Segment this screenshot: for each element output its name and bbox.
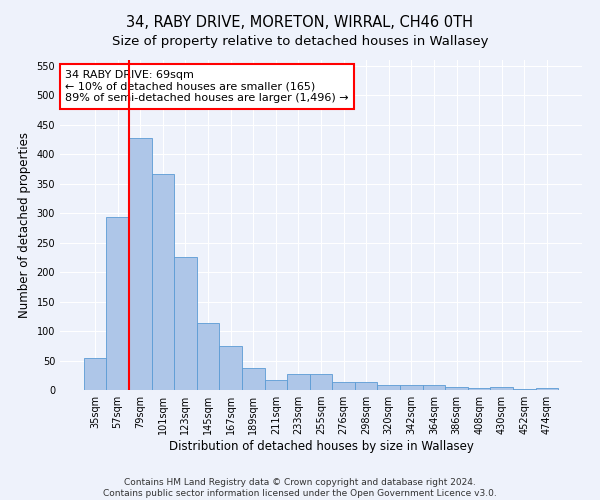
- Bar: [490, 387, 513, 390]
- Bar: [265, 380, 287, 390]
- Text: Contains HM Land Registry data © Crown copyright and database right 2024.
Contai: Contains HM Land Registry data © Crown c…: [103, 478, 497, 498]
- Bar: [242, 368, 265, 390]
- Bar: [400, 384, 422, 390]
- Text: 34 RABY DRIVE: 69sqm
← 10% of detached houses are smaller (165)
89% of semi-deta: 34 RABY DRIVE: 69sqm ← 10% of detached h…: [65, 70, 349, 103]
- Bar: [220, 346, 242, 390]
- Text: 34, RABY DRIVE, MORETON, WIRRAL, CH46 0TH: 34, RABY DRIVE, MORETON, WIRRAL, CH46 0T…: [127, 15, 473, 30]
- Bar: [174, 258, 197, 390]
- Bar: [129, 138, 152, 390]
- Bar: [422, 384, 445, 390]
- X-axis label: Distribution of detached houses by size in Wallasey: Distribution of detached houses by size …: [169, 440, 473, 453]
- Bar: [106, 218, 129, 390]
- Bar: [287, 374, 310, 390]
- Bar: [468, 388, 490, 390]
- Bar: [310, 374, 332, 390]
- Y-axis label: Number of detached properties: Number of detached properties: [18, 132, 31, 318]
- Text: Size of property relative to detached houses in Wallasey: Size of property relative to detached ho…: [112, 35, 488, 48]
- Bar: [536, 388, 558, 390]
- Bar: [84, 358, 106, 390]
- Bar: [197, 324, 220, 390]
- Bar: [355, 382, 377, 390]
- Bar: [332, 382, 355, 390]
- Bar: [377, 384, 400, 390]
- Bar: [152, 174, 174, 390]
- Bar: [445, 387, 468, 390]
